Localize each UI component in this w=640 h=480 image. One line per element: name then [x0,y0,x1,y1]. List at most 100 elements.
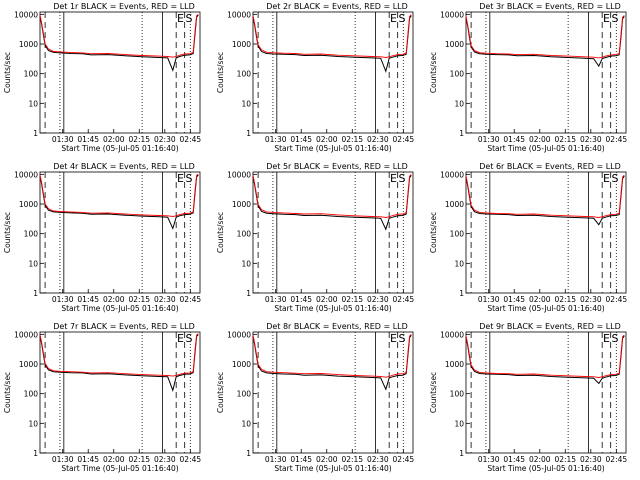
plot-panel-det7: Det 7r BLACK = Events, RED = LLD E S 01:30 0… [0,320,213,480]
y-tick-label: 10000 [227,170,251,179]
x-axis-label: Start Time (05-Jul-05 01:16:40) [487,464,604,473]
x-tick-label: 01:45 [503,295,525,304]
x-tick-label: 01:45 [290,135,312,144]
plot-frame [252,11,414,134]
event-marker-e: E [603,332,610,345]
event-marker-e: E [603,12,610,25]
chart-title: Det 8r BLACK = Events, RED = LLD [266,322,408,331]
x-tick-label: 01:45 [290,455,312,464]
y-axis-label: Counts/sec [216,212,225,253]
x-tick-label: 02:30 [367,135,389,144]
x-tick-label: 01:30 [478,455,500,464]
x-tick-label: 02:00 [316,135,338,144]
plot-panel-det8: Det 8r BLACK = Events, RED = LLD E S 01:30 0… [213,320,426,480]
chart-title: Det 4r BLACK = Events, RED = LLD [53,162,195,171]
y-tick-label: 10 [241,259,251,268]
x-tick-label: 01:30 [265,295,287,304]
x-tick-label: 02:45 [606,455,628,464]
y-tick-label: 10000 [440,10,464,19]
x-tick-label: 02:15 [128,135,150,144]
x-tick-label: 02:30 [580,455,602,464]
x-axis-label: Start Time (05-Jul-05 01:16:40) [61,144,178,153]
y-axis-label: Counts/sec [3,372,12,413]
y-tick-label: 1 [459,449,464,458]
x-axis-label: Start Time (05-Jul-05 01:16:40) [61,304,178,313]
plot-frame [465,11,627,134]
x-tick-label: 02:45 [180,455,202,464]
chart-title: Det 1r BLACK = Events, RED = LLD [53,2,195,11]
series-line-events [39,334,199,392]
y-tick-label: 10 [28,99,38,108]
y-tick-label: 100 [450,70,465,79]
y-tick-label: 1 [246,129,251,138]
y-tick-label: 10 [454,259,464,268]
y-tick-label: 100 [24,390,39,399]
x-tick-label: 02:45 [180,295,202,304]
plot-panel-det3: Det 3r BLACK = Events, RED = LLD E S 01:30 0… [426,0,639,160]
event-marker-s: S [398,332,405,345]
y-tick-label: 1000 [232,360,251,369]
x-tick-label: 02:30 [154,135,176,144]
plot-panel-det2: Det 2r BLACK = Events, RED = LLD E S 01:30 0… [213,0,426,160]
x-tick-label: 02:30 [580,135,602,144]
x-tick-label: 02:00 [316,295,338,304]
x-tick-label: 01:45 [77,295,99,304]
series-line-lld [465,334,625,378]
series-line-events [465,16,625,68]
event-marker-s: S [185,172,192,185]
y-tick-label: 1 [246,289,251,298]
plot-frame [252,331,414,454]
x-axis-label: Start Time (05-Jul-05 01:16:40) [274,144,391,153]
plot-panel-det4: Det 4r BLACK = Events, RED = LLD E S 01:30 0… [0,160,213,320]
y-tick-label: 10000 [227,10,251,19]
x-axis-label: Start Time (05-Jul-05 01:16:40) [487,144,604,153]
event-marker-e: E [390,172,397,185]
x-tick-label: 02:00 [529,455,551,464]
plot-frame [39,11,201,134]
y-tick-label: 1000 [19,200,38,209]
y-tick-label: 10000 [440,330,464,339]
y-axis-label: Counts/sec [3,52,12,93]
event-marker-s: S [611,332,618,345]
x-tick-label: 02:00 [103,295,125,304]
y-tick-label: 10 [454,419,464,428]
series-line-lld [39,173,199,217]
series-line-lld [252,14,412,58]
chart-title: Det 7r BLACK = Events, RED = LLD [53,322,195,331]
y-tick-label: 1 [33,289,38,298]
series-line-events [465,335,625,385]
x-tick-label: 01:30 [52,455,74,464]
chart-title: Det 9r BLACK = Events, RED = LLD [479,322,621,331]
y-tick-label: 100 [237,230,252,239]
x-axis-label: Start Time (05-Jul-05 01:16:40) [487,304,604,313]
event-marker-s: S [398,172,405,185]
chart-title: Det 2r BLACK = Events, RED = LLD [266,2,408,11]
y-tick-label: 1 [459,289,464,298]
x-tick-label: 02:30 [154,455,176,464]
x-tick-label: 02:45 [393,295,415,304]
x-tick-label: 02:45 [606,135,628,144]
chart-title: Det 5r BLACK = Events, RED = LLD [266,162,408,171]
y-tick-label: 1 [33,449,38,458]
x-tick-label: 02:30 [154,295,176,304]
plot-panel-det5: Det 5r BLACK = Events, RED = LLD E S 01:30 0… [213,160,426,320]
event-marker-e: E [177,12,184,25]
y-tick-label: 1 [33,129,38,138]
series-line-events [39,14,199,72]
plot-panel-det9: Det 9r BLACK = Events, RED = LLD E S 01:30 0… [426,320,639,480]
x-tick-label: 02:15 [341,295,363,304]
y-tick-label: 10000 [14,10,38,19]
x-tick-label: 02:15 [554,455,576,464]
x-tick-label: 02:15 [128,455,150,464]
x-tick-label: 02:15 [341,455,363,464]
y-tick-label: 10000 [440,170,464,179]
event-marker-e: E [390,12,397,25]
y-tick-label: 1 [246,449,251,458]
series-line-lld [465,15,625,59]
x-tick-label: 02:15 [128,295,150,304]
x-tick-label: 01:45 [77,455,99,464]
